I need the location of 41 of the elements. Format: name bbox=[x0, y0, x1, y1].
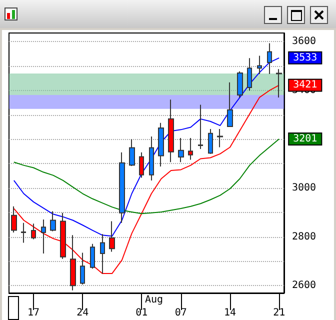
y-tick-label: 3000 bbox=[292, 182, 316, 194]
candlestick bbox=[168, 99, 174, 163]
candlestick bbox=[188, 137, 193, 160]
candlestick bbox=[198, 104, 203, 150]
candlestick bbox=[129, 138, 135, 167]
candlestick bbox=[109, 220, 115, 252]
candlestick bbox=[21, 222, 26, 244]
candlestick bbox=[119, 152, 125, 224]
candlestick bbox=[217, 128, 223, 148]
data-label: 3201 bbox=[293, 133, 318, 144]
line-series bbox=[13, 57, 280, 237]
y-tick-label: 3600 bbox=[292, 36, 316, 48]
candlestick bbox=[257, 55, 262, 75]
candlestick bbox=[31, 223, 36, 240]
candlestick bbox=[60, 212, 66, 260]
candlestick bbox=[149, 136, 154, 181]
candlestick bbox=[41, 219, 46, 254]
line-series bbox=[13, 138, 280, 214]
x-tick-label: 24 bbox=[76, 308, 89, 318]
candlestick bbox=[50, 210, 56, 232]
candlestick bbox=[267, 42, 272, 75]
x-tick-label: 17 bbox=[28, 308, 40, 318]
candlestick bbox=[178, 137, 184, 163]
data-label: 3533 bbox=[293, 52, 318, 64]
x-tick-label: 07 bbox=[174, 308, 187, 318]
candlestick bbox=[139, 152, 144, 178]
candlestick bbox=[227, 82, 233, 128]
candlestick bbox=[100, 234, 105, 274]
candlestick bbox=[90, 243, 95, 270]
y-tick-label: 2800 bbox=[292, 231, 316, 242]
candlestick bbox=[208, 128, 213, 154]
candlestick bbox=[237, 70, 243, 98]
candlestick bbox=[247, 58, 252, 92]
text: Aug bbox=[145, 294, 164, 306]
y-tick-label: 2600 bbox=[292, 280, 316, 292]
x-tick-label: 21 bbox=[273, 308, 286, 318]
x-tick-label: 14 bbox=[224, 308, 236, 318]
candlestick bbox=[80, 252, 85, 285]
candlestick bbox=[158, 122, 164, 168]
data-label: 3421 bbox=[293, 80, 318, 91]
x-tick-label: 01 bbox=[136, 308, 148, 318]
